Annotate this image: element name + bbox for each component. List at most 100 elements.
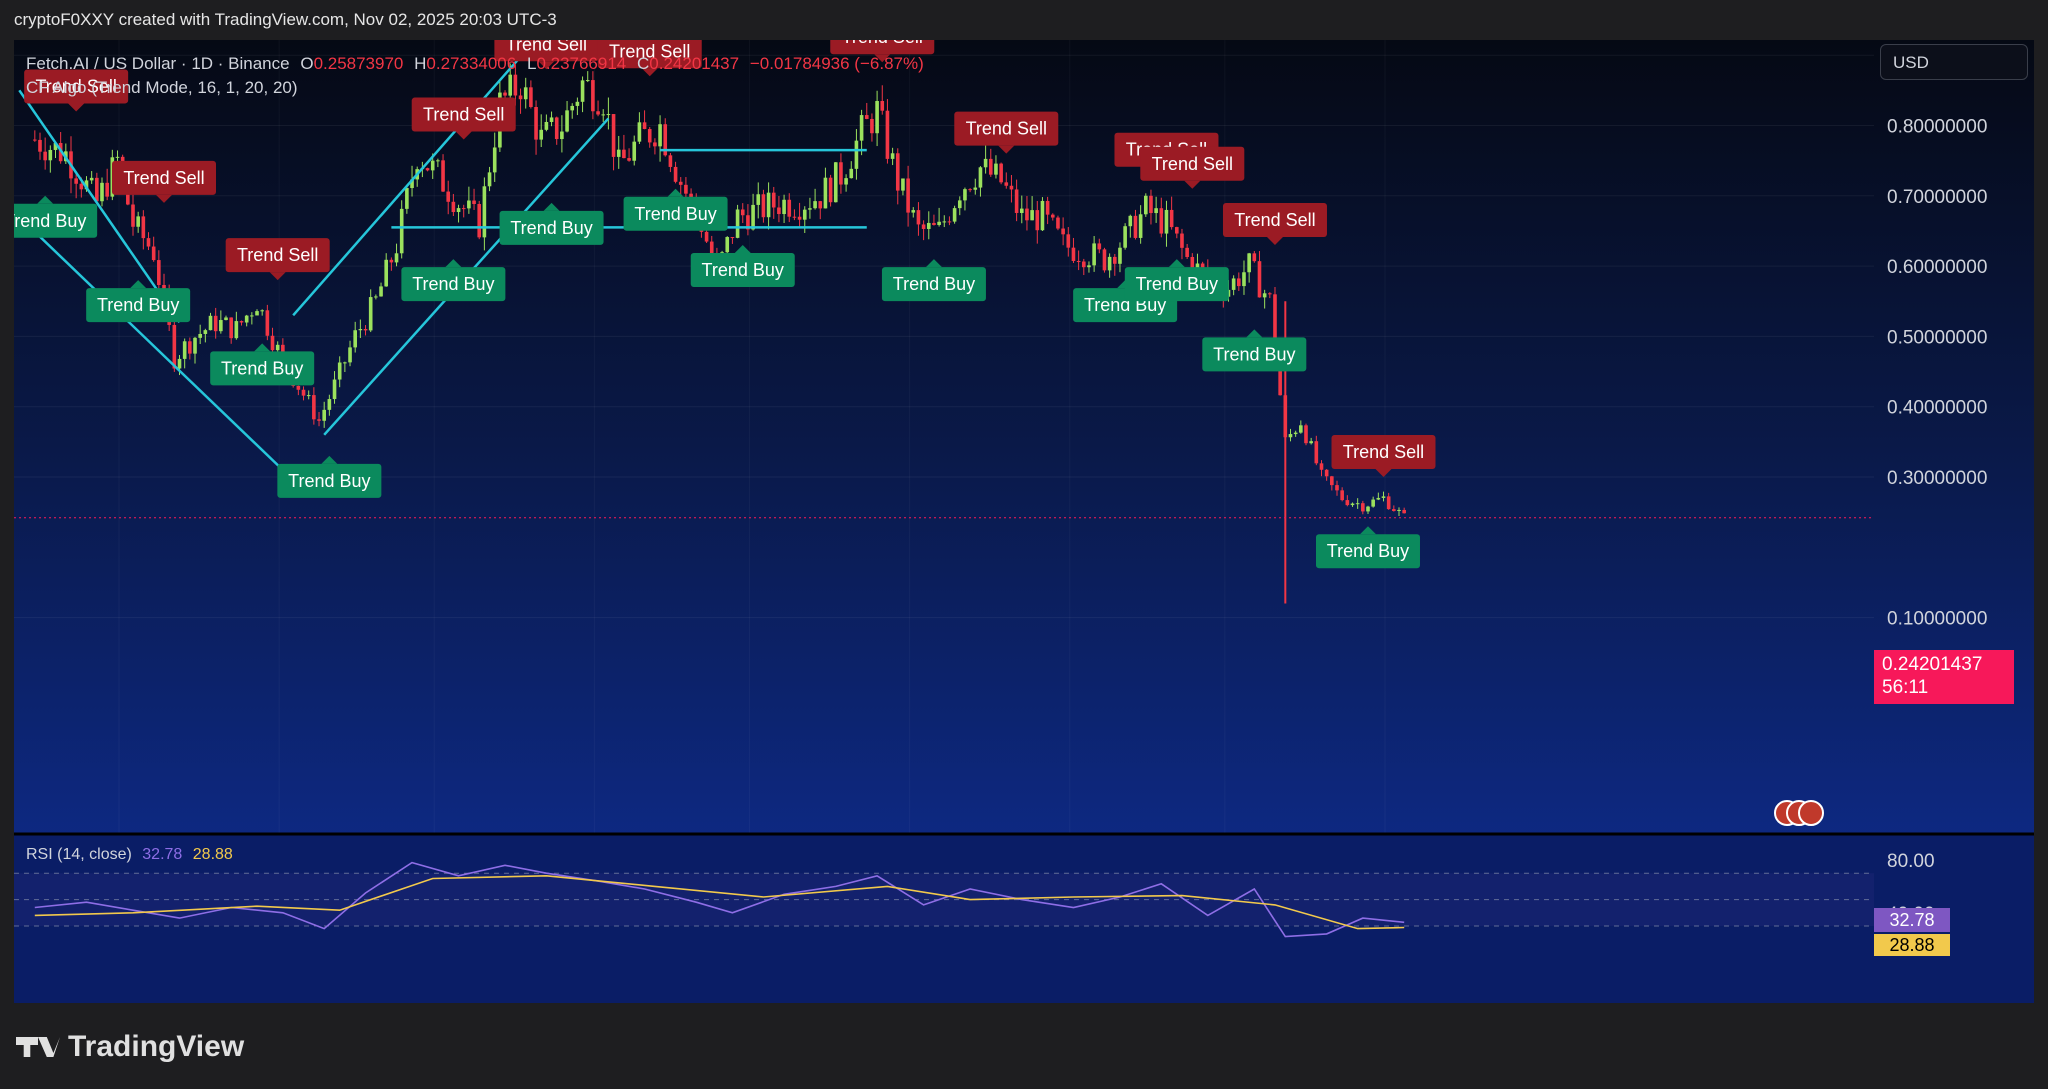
candle-body (327, 399, 332, 410)
trend-sell-label (494, 40, 599, 62)
candle-body (105, 182, 109, 197)
candle-body (544, 121, 549, 130)
candle-body (1174, 227, 1179, 234)
tradingview-logo[interactable]: TradingView (16, 1030, 244, 1064)
candle-body (394, 253, 399, 263)
candle-body (1324, 469, 1329, 477)
trend-sell-text: Trend Sell (237, 245, 318, 265)
candle-body (1257, 261, 1262, 298)
candle-body (518, 95, 523, 100)
candle-body (725, 237, 730, 253)
candle-body (503, 92, 507, 96)
indicator-label[interactable]: CF Algo (Trend Mode, 16, 1, 20, 20) (26, 78, 298, 97)
candle-body (761, 194, 766, 218)
candle-body (33, 139, 37, 141)
candle-body (1004, 182, 1009, 186)
candle-body (1050, 214, 1055, 218)
candle-body (48, 149, 53, 161)
candle-body (1138, 214, 1143, 238)
candle-body (1402, 509, 1406, 514)
buy-arrow (667, 188, 684, 197)
candle-body (926, 222, 931, 229)
candle-body (151, 246, 156, 261)
candle-body (797, 216, 802, 220)
candle-body (477, 203, 482, 238)
trend-sell-text: Trend Sell (842, 40, 923, 47)
trend-buy-text: Trend Buy (97, 295, 179, 315)
candle-body (446, 191, 451, 202)
trend-buy-text: Trend Buy (634, 204, 716, 224)
candle-body (942, 221, 947, 223)
candle-body (1159, 208, 1164, 234)
y-tick-label: 0.40000000 (1887, 398, 1987, 419)
sell-arrow (269, 272, 286, 281)
candle-body (1076, 260, 1081, 262)
candle-body (198, 333, 202, 338)
candle-body (146, 238, 151, 247)
candle-body (611, 114, 616, 157)
candle-body (1335, 485, 1339, 491)
open-value: 0.25873970 (313, 54, 404, 73)
rsi-tick-label: 80.00 (1887, 851, 1935, 872)
candle-body (895, 153, 900, 191)
event-flags[interactable] (1774, 800, 1844, 828)
candle-body (844, 178, 848, 185)
open-label: O (300, 54, 314, 73)
candle-body (260, 310, 264, 312)
flag-icon[interactable] (1798, 800, 1824, 826)
rsi-label: RSI (14, close) (26, 846, 132, 863)
candle-body (399, 208, 404, 254)
candle-body (182, 341, 187, 359)
candle-body (637, 122, 642, 142)
candle-body (332, 379, 337, 400)
candle-body (673, 166, 678, 182)
candle-body (1376, 497, 1381, 500)
trend-buy-text: Trend Buy (1213, 344, 1295, 364)
currency-selector[interactable]: USD (1880, 44, 2028, 80)
candle-body (229, 317, 233, 339)
candle-body (596, 111, 600, 115)
candle-body (172, 324, 177, 369)
buy-arrow (254, 343, 271, 352)
buy-arrow (1246, 329, 1263, 338)
candle-body (1009, 185, 1014, 190)
candle-body (1019, 208, 1024, 213)
candle-body (456, 208, 461, 213)
candle-body (53, 142, 58, 150)
candle-body (529, 87, 533, 107)
trend-sell-text: Trend Sell (1343, 442, 1424, 462)
candle-body (141, 216, 146, 239)
candle-body (963, 189, 967, 201)
candle-body (1397, 509, 1401, 511)
y-tick-label: 0.80000000 (1887, 117, 1987, 138)
candle-body (833, 162, 838, 203)
candle-body (1309, 441, 1313, 444)
candle-body (735, 209, 740, 238)
candle-body (606, 114, 611, 116)
candle-body (1293, 432, 1298, 435)
candle-body (1149, 195, 1153, 214)
candle-body (818, 201, 823, 209)
candle-body (1030, 210, 1034, 221)
trend-buy-label (1124, 267, 1229, 302)
trend-buy-label (1315, 534, 1420, 569)
candle-body (1288, 434, 1293, 438)
rsi-legend[interactable]: RSI (14, close) 32.78 28.88 (26, 846, 233, 864)
trend-sell-text: Trend Sell (1152, 154, 1233, 174)
candle-body (482, 186, 487, 238)
candle-body (1185, 247, 1189, 257)
buy-arrow (37, 195, 54, 204)
chart-area[interactable]: Fetch.AI / US Dollar · 1D · Binance O0.2… (14, 40, 2034, 1003)
candle-body (1133, 215, 1138, 238)
trend-line (18, 89, 181, 324)
candle-body (1035, 210, 1040, 231)
candle-body (1102, 249, 1107, 271)
candle-body (343, 362, 347, 364)
candle-body (1386, 496, 1391, 510)
candle-body (916, 210, 921, 225)
rsi-ma-tag: 28.88 (1874, 934, 1950, 956)
candle-body (405, 188, 409, 209)
candle-body (585, 80, 590, 82)
candle-body (771, 192, 776, 208)
buy-arrow (130, 280, 147, 289)
